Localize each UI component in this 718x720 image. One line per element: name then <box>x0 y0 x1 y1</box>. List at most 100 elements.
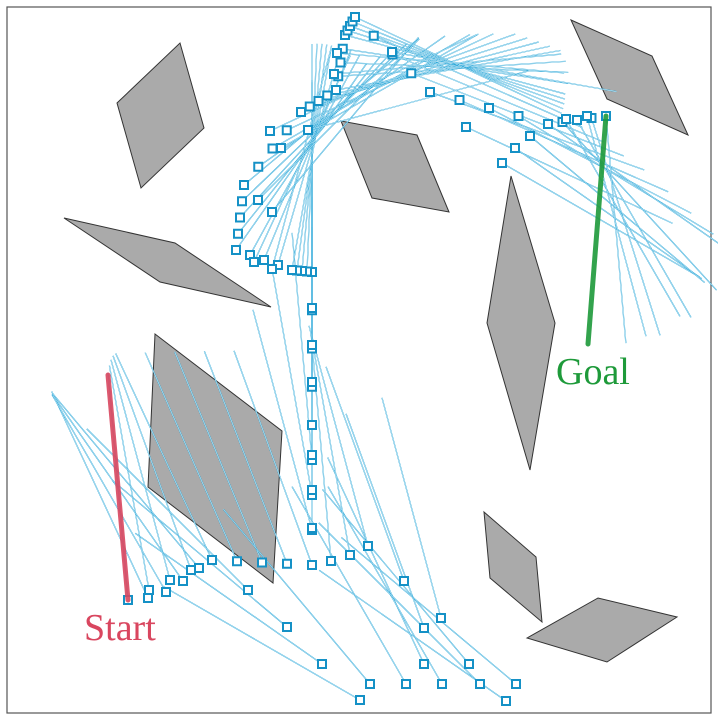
path-node <box>165 575 175 585</box>
path-configuration-highlight <box>325 366 405 582</box>
path-configuration-highlight <box>465 126 673 224</box>
path-node <box>561 114 571 124</box>
path-configuration-highlight <box>51 394 167 593</box>
path-node <box>307 560 317 570</box>
path-configuration-highlight <box>277 46 343 266</box>
path-configuration-highlight <box>333 53 562 75</box>
obstacle <box>116 42 205 189</box>
path-configuration-highlight <box>271 37 419 213</box>
path-configuration-highlight <box>115 353 213 561</box>
obstacle <box>525 597 679 663</box>
path-node <box>572 115 582 125</box>
path-node <box>317 659 327 669</box>
path-configuration-highlight <box>373 35 583 128</box>
path-configuration-highlight <box>310 330 351 556</box>
path-configuration-highlight <box>586 115 647 337</box>
path-configuration-highlight <box>322 489 470 665</box>
path-node <box>406 68 417 79</box>
obstacle <box>340 120 450 213</box>
path-node <box>345 550 355 560</box>
obstacle <box>483 510 543 624</box>
path-node <box>253 161 264 172</box>
path-configuration-highlight <box>239 49 395 218</box>
path-node <box>267 264 277 274</box>
path-node <box>335 57 346 68</box>
path-configuration-highlight <box>233 350 313 566</box>
path-configuration-highlight <box>223 509 371 685</box>
path-configuration-highlight <box>112 480 288 628</box>
path-configuration-highlight <box>327 457 425 665</box>
path-node <box>313 96 324 106</box>
path-configuration-highlight <box>52 393 200 569</box>
path-configuration-highlight <box>391 51 617 92</box>
path-node <box>282 622 292 632</box>
path-configuration-highlight <box>576 119 692 318</box>
path-node <box>307 450 317 460</box>
path-configuration-highlight <box>112 355 192 571</box>
path-configuration-highlight <box>307 70 529 131</box>
path-node <box>237 196 247 207</box>
path-configuration-highlight <box>318 522 481 685</box>
path-node <box>510 143 520 153</box>
path-node <box>329 69 339 79</box>
path-node <box>525 131 535 141</box>
path-node <box>307 523 317 533</box>
path-configuration-highlight <box>204 351 288 564</box>
path-configuration-highlight <box>459 99 669 193</box>
path-configuration-highlight <box>381 397 442 619</box>
path-configuration-highlight <box>501 162 700 278</box>
path-node <box>296 107 306 117</box>
path-node <box>475 679 485 689</box>
path-node <box>287 265 297 275</box>
path-node <box>363 541 373 551</box>
path-configuration-highlight <box>342 48 569 84</box>
path-configuration-highlight <box>144 352 238 562</box>
path-node <box>307 340 317 350</box>
path-configuration-highlight <box>345 413 425 629</box>
path-node <box>243 585 253 595</box>
path-configuration-highlight <box>562 121 717 291</box>
path-configuration-highlight <box>110 359 171 581</box>
path-configuration-highlight <box>514 147 702 279</box>
path-node <box>233 228 243 239</box>
path-node <box>511 679 521 689</box>
path-configuration-highlight <box>249 54 360 256</box>
path-node <box>249 257 259 267</box>
path-configuration-highlight <box>291 486 407 685</box>
path-node <box>265 126 275 136</box>
path-node <box>582 111 592 121</box>
path-node <box>331 85 341 95</box>
path-node <box>259 255 269 265</box>
path-configuration-highlight <box>243 38 419 186</box>
path-node <box>232 556 242 567</box>
path-node <box>365 679 375 689</box>
path-configuration-highlight <box>518 115 714 235</box>
planned-path <box>51 12 718 706</box>
path-node <box>231 245 241 255</box>
path-configuration-highlight <box>429 91 645 171</box>
path-node <box>355 695 365 705</box>
path-node <box>368 30 379 41</box>
path-configuration-highlight <box>310 333 332 562</box>
path-node <box>513 111 524 121</box>
path-node <box>307 420 317 430</box>
path-configuration-highlight <box>258 35 446 167</box>
obstacle <box>147 333 283 584</box>
path-node <box>303 125 313 135</box>
path-node <box>322 90 333 101</box>
path-node <box>207 555 217 565</box>
path-node <box>267 143 278 154</box>
start-label: Start <box>84 607 156 649</box>
path-node <box>143 593 153 603</box>
path-configuration-highlight <box>162 585 361 701</box>
path-configuration-highlight <box>338 61 566 77</box>
path-configuration-highlight <box>308 325 369 547</box>
path-node <box>235 212 245 223</box>
path-configuration-highlight <box>605 115 627 344</box>
path-configuration-highlight <box>109 365 150 591</box>
path-node <box>350 12 360 22</box>
path-configuration-highlight <box>319 570 507 702</box>
path-configuration-highlight <box>340 62 569 73</box>
path-node <box>307 485 317 495</box>
path-node <box>144 585 154 595</box>
